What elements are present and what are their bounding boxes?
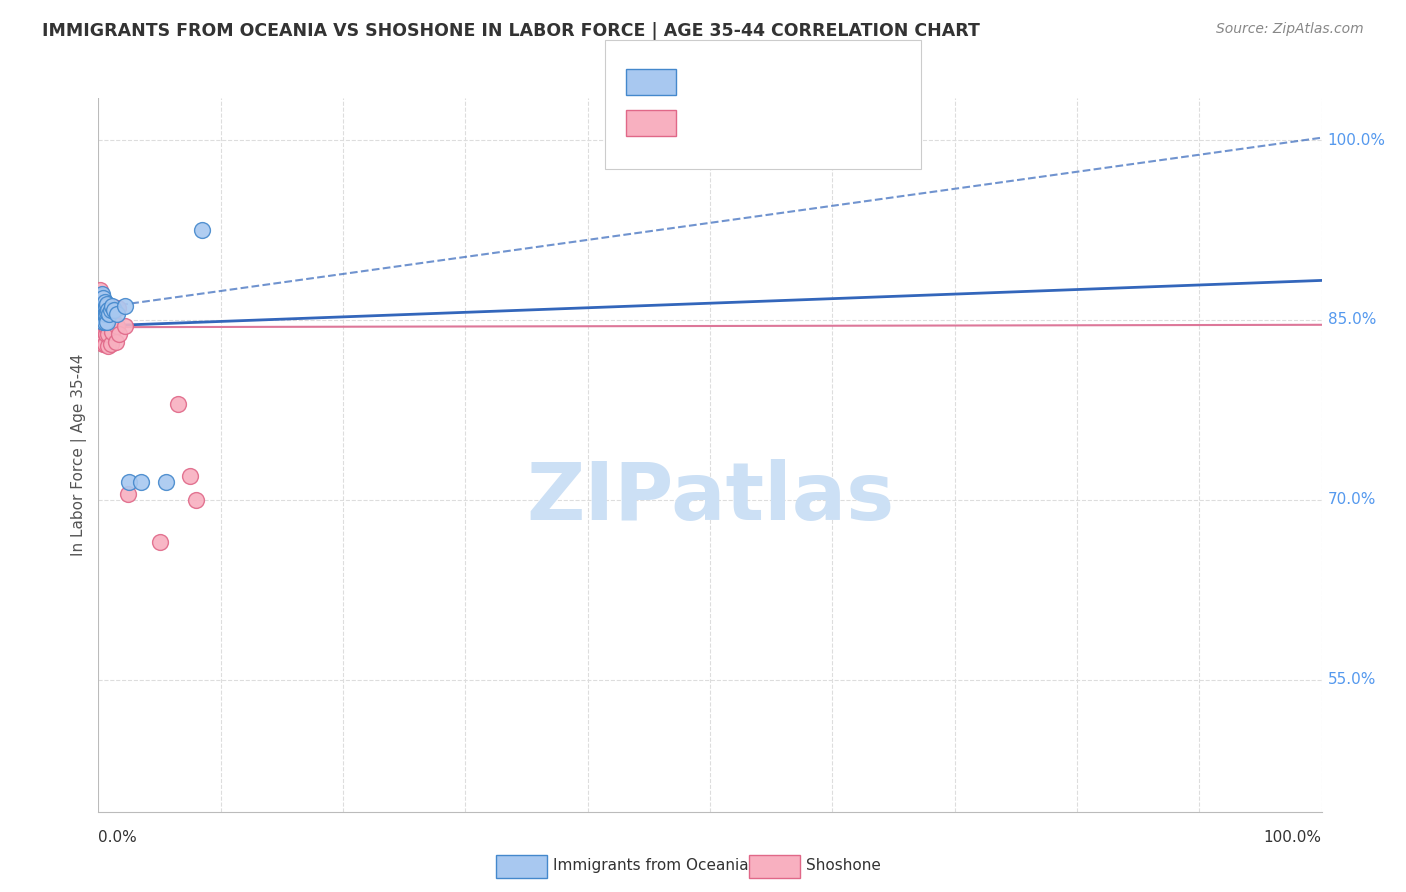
Point [107, 301, 129, 315]
Text: 100.0%: 100.0% [1264, 830, 1322, 845]
Point [93, 315, 115, 329]
Text: 70.0%: 70.0% [1327, 492, 1376, 508]
Point [97, 315, 120, 329]
Point [90, 289, 112, 303]
Point [114, 318, 136, 333]
Point [93, 295, 115, 310]
Point [100, 303, 122, 318]
Point [103, 315, 125, 329]
Point [90, 307, 112, 321]
Text: IMMIGRANTS FROM OCEANIA VS SHOSHONE IN LABOR FORCE | AGE 35-44 CORRELATION CHART: IMMIGRANTS FROM OCEANIA VS SHOSHONE IN L… [42, 22, 980, 40]
Point [149, 534, 172, 549]
Text: 85.0%: 85.0% [1327, 312, 1376, 327]
Point [96, 315, 118, 329]
Point [167, 397, 190, 411]
Point [104, 334, 127, 349]
Point [93, 337, 115, 351]
Text: N = 32: N = 32 [811, 73, 873, 91]
Text: N = 37: N = 37 [811, 114, 873, 132]
Point [91, 327, 114, 342]
Point [91, 307, 114, 321]
Text: 55.0%: 55.0% [1327, 673, 1376, 688]
Point [105, 307, 128, 321]
Point [91, 315, 114, 329]
Point [91, 315, 114, 329]
Point [98, 307, 121, 321]
Point [118, 475, 141, 489]
Point [100, 337, 122, 351]
Point [93, 325, 115, 339]
Text: Shoshone: Shoshone [806, 858, 880, 872]
Point [155, 475, 177, 489]
Point [94, 307, 117, 321]
Point [91, 301, 114, 315]
Point [179, 469, 201, 483]
Point [94, 327, 117, 342]
Point [114, 299, 136, 313]
Point [97, 303, 120, 318]
Point [89, 283, 111, 297]
Point [89, 301, 111, 315]
Point [191, 223, 214, 237]
Point [105, 318, 128, 333]
Text: Immigrants from Oceania: Immigrants from Oceania [553, 858, 748, 872]
Point [91, 303, 114, 318]
Point [91, 295, 114, 310]
Text: 100.0%: 100.0% [1327, 133, 1386, 147]
Point [101, 325, 124, 339]
Point [97, 339, 120, 353]
Point [94, 299, 117, 313]
Point [91, 292, 114, 306]
Point [96, 307, 118, 321]
Text: R =  0.098: R = 0.098 [688, 73, 776, 91]
Text: R =  0.016: R = 0.016 [688, 114, 776, 132]
Point [108, 327, 131, 342]
Point [94, 318, 117, 333]
Point [96, 304, 118, 318]
Point [98, 299, 121, 313]
Point [91, 286, 114, 301]
Point [93, 313, 115, 327]
Point [117, 487, 139, 501]
Point [91, 337, 114, 351]
Point [98, 307, 121, 321]
Point [96, 315, 118, 329]
Point [96, 297, 118, 311]
Point [90, 299, 112, 313]
Point [94, 307, 117, 321]
Point [101, 299, 124, 313]
Text: ZIPatlas: ZIPatlas [526, 458, 894, 537]
Point [97, 327, 120, 342]
Text: Source: ZipAtlas.com: Source: ZipAtlas.com [1216, 22, 1364, 37]
Point [93, 307, 115, 321]
Point [129, 475, 152, 489]
Point [103, 303, 125, 318]
Point [186, 492, 208, 507]
Point [90, 315, 112, 329]
Point [91, 327, 114, 342]
Text: 0.0%: 0.0% [98, 830, 138, 845]
Point [89, 295, 111, 310]
Point [91, 310, 114, 325]
Point [101, 303, 124, 318]
Point [90, 325, 112, 339]
Point [91, 303, 114, 318]
Y-axis label: In Labor Force | Age 35-44: In Labor Force | Age 35-44 [72, 354, 87, 556]
Point [89, 289, 111, 303]
Point [89, 303, 111, 318]
